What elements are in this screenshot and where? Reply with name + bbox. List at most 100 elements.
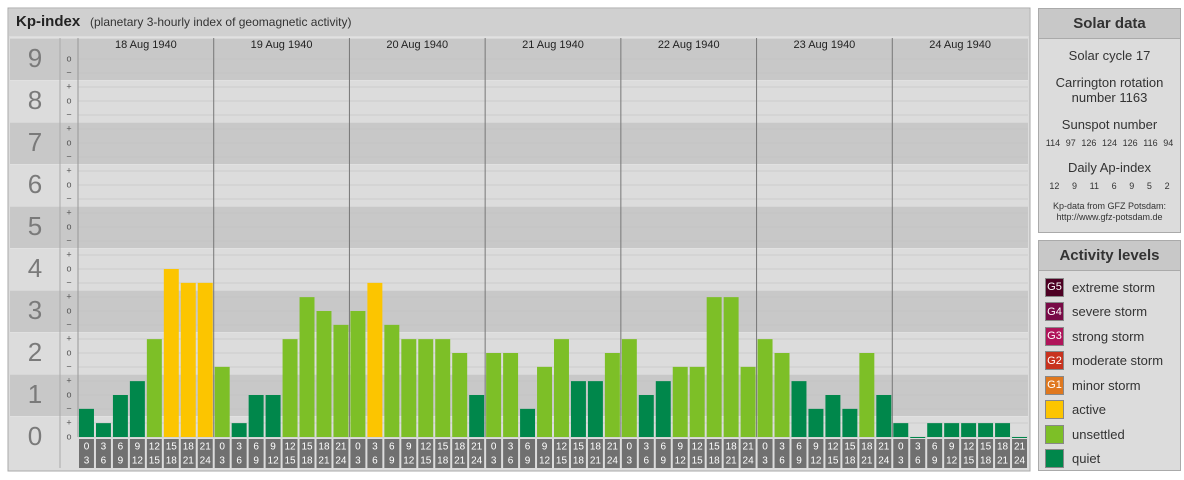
minor-tick-label: − — [66, 361, 71, 371]
day-label: 20 Aug 1940 — [386, 39, 448, 51]
bar — [961, 423, 977, 437]
ap-title: Daily Ap-index — [1067, 160, 1152, 175]
chart: Kp-index (planetary 3-hourly index of ge… — [7, 7, 1031, 472]
time-label: 21 — [590, 456, 602, 467]
time-label: 21 — [997, 456, 1009, 467]
title-bar — [9, 9, 1029, 36]
bar — [604, 353, 620, 437]
time-label: 15 — [284, 456, 296, 467]
time-box — [706, 439, 722, 468]
time-box — [554, 439, 569, 468]
ap-value: 6 — [1111, 181, 1117, 191]
bar — [469, 395, 485, 437]
bar — [265, 395, 281, 437]
time-label: 9 — [525, 456, 531, 467]
bar — [333, 324, 349, 437]
time-label: 15 — [709, 442, 721, 453]
time-label: 15 — [420, 456, 432, 467]
bar — [231, 423, 247, 437]
bar — [401, 339, 417, 437]
legend-swatch: G3 — [1045, 326, 1064, 346]
minor-tick-label: o — [66, 347, 71, 357]
time-label: 3 — [779, 442, 785, 453]
bar — [995, 423, 1011, 437]
time-label: 9 — [677, 442, 683, 453]
time-label: 6 — [101, 456, 107, 467]
time-label: 21 — [335, 442, 347, 453]
time-label: 6 — [253, 442, 259, 453]
time-label: 18 — [166, 456, 178, 467]
bar — [316, 311, 332, 437]
sunspot-number: 126 — [1081, 138, 1097, 148]
time-label: 18 — [437, 456, 449, 467]
time-label: 15 — [166, 442, 178, 453]
time-label: 6 — [389, 442, 395, 453]
time-box — [893, 439, 909, 468]
minor-tick-label: − — [66, 277, 71, 287]
time-label: 3 — [508, 442, 514, 453]
bar — [944, 423, 960, 437]
minor-tick-label: o — [66, 431, 71, 441]
time-label: 3 — [915, 442, 921, 453]
legend-entry: G3 strong storm — [1039, 324, 1180, 349]
bar — [876, 395, 892, 437]
minor-tick-label: o — [66, 95, 71, 105]
legend-entry: G4 severe storm — [1039, 300, 1180, 325]
bar — [503, 353, 519, 437]
y-tick-label: 2 — [28, 337, 42, 367]
time-label: 24 — [1014, 456, 1026, 467]
bar — [248, 395, 264, 437]
time-label: 24 — [878, 456, 890, 467]
minor-tick-label: + — [66, 291, 71, 301]
bar — [520, 408, 536, 437]
time-box — [299, 439, 315, 468]
sunspot-number: 97 — [1065, 138, 1076, 148]
legend-entry: active — [1039, 398, 1180, 423]
time-box — [486, 439, 502, 468]
minor-tick-label: − — [66, 319, 71, 329]
legend-entry: G1 minor storm — [1039, 373, 1180, 398]
time-label: 18 — [590, 442, 602, 453]
time-box — [570, 439, 586, 468]
bar — [570, 381, 586, 437]
time-label: 18 — [318, 442, 330, 453]
sunspot-title: Sunspot number — [1061, 117, 1158, 132]
y-tick-label: 1 — [28, 379, 42, 409]
bar — [452, 353, 468, 437]
legend-swatch — [1045, 400, 1064, 420]
sunspot-number: 124 — [1101, 138, 1118, 148]
time-label: 6 — [236, 456, 242, 467]
time-box — [961, 439, 977, 468]
time-label: 9 — [135, 442, 141, 453]
ap-value: 12 — [1049, 181, 1060, 191]
legend-entry: unsettled — [1039, 422, 1180, 447]
bar — [554, 339, 569, 437]
bar — [95, 423, 111, 437]
time-label: 18 — [861, 442, 873, 453]
legend-label: active — [1072, 402, 1106, 418]
time-label: 9 — [118, 456, 124, 467]
bar — [350, 311, 366, 437]
time-label: 12 — [810, 456, 822, 467]
time-box — [384, 439, 400, 468]
bar — [367, 282, 383, 437]
time-box — [282, 439, 298, 468]
time-label: 12 — [675, 456, 687, 467]
legend-swatch: G4 — [1045, 302, 1064, 322]
time-label: 3 — [627, 456, 633, 467]
minor-tick-label: + — [66, 375, 71, 385]
time-box — [537, 439, 552, 468]
bar — [282, 339, 298, 437]
sunspot-number: 126 — [1122, 138, 1138, 148]
time-label: 12 — [556, 442, 568, 453]
time-box — [95, 439, 111, 468]
time-label: 12 — [946, 456, 958, 467]
time-box — [79, 439, 94, 468]
minor-tick-label: − — [66, 109, 71, 119]
time-label: 12 — [132, 456, 144, 467]
bar — [163, 269, 179, 437]
bar — [740, 366, 756, 437]
time-label: 9 — [406, 442, 412, 453]
time-label: 12 — [420, 442, 432, 453]
minor-tick-label: + — [66, 249, 71, 259]
